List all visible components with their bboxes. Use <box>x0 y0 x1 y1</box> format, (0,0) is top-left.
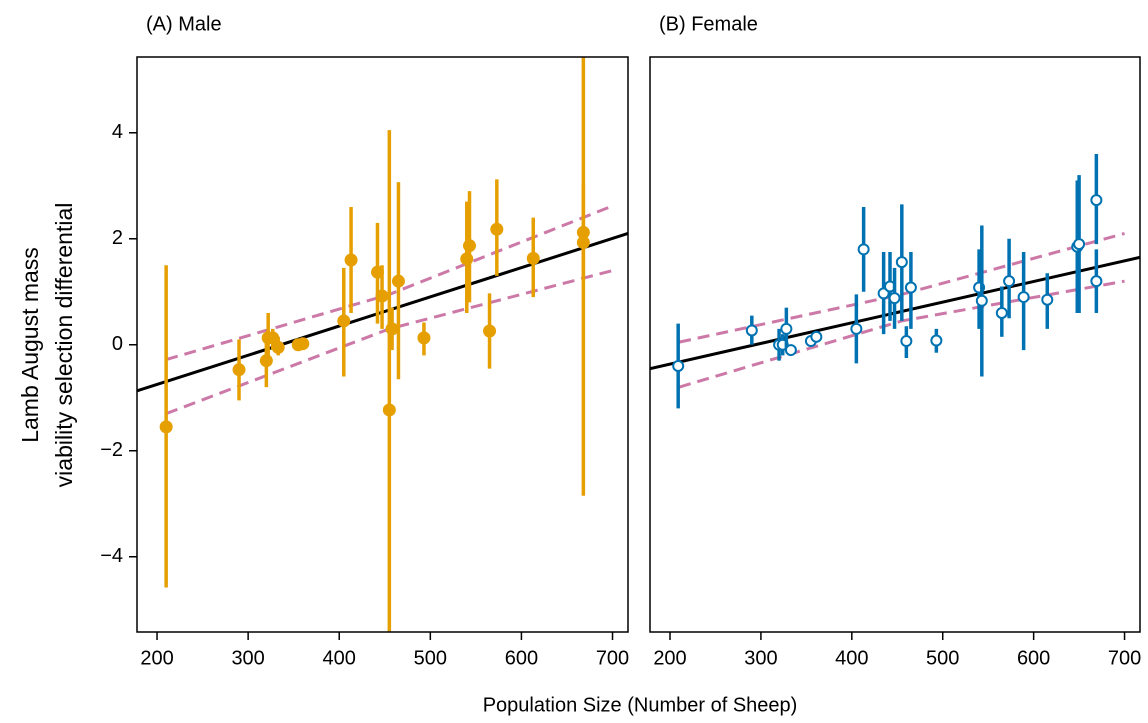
data-point <box>850 322 863 335</box>
x-tick-label: 500 <box>414 647 447 669</box>
y-axis-label: viability selection differential <box>51 203 77 488</box>
data-point <box>900 335 913 348</box>
data-point <box>483 324 497 338</box>
data-point <box>382 403 396 417</box>
data-point <box>375 289 389 303</box>
data-point <box>672 359 685 372</box>
data-point <box>895 256 908 269</box>
data-point <box>780 322 793 335</box>
data-point <box>259 354 273 368</box>
x-tick-label: 600 <box>1017 647 1050 669</box>
data-point <box>1073 238 1086 251</box>
data-point <box>526 251 540 265</box>
data-point <box>232 363 246 377</box>
plot-area <box>137 57 628 632</box>
data-point <box>271 340 285 354</box>
data-point <box>385 322 399 336</box>
data-point <box>296 337 310 351</box>
data-point <box>810 330 823 343</box>
data-point <box>1090 275 1103 288</box>
x-tick-label: 700 <box>1108 647 1141 669</box>
data-point <box>995 306 1008 319</box>
data-point <box>344 253 358 267</box>
y-tick-label: −4 <box>100 545 123 567</box>
plot-frame <box>136 56 629 633</box>
x-tick-label: 300 <box>744 647 777 669</box>
x-tick-label: 200 <box>653 647 686 669</box>
y-tick-label: 2 <box>112 227 123 249</box>
x-tick-label: 400 <box>323 647 356 669</box>
y-tick-label: −2 <box>100 439 123 461</box>
data-point <box>930 334 943 347</box>
data-point <box>784 344 797 357</box>
data-point <box>1090 194 1103 207</box>
plot-area <box>650 153 1140 409</box>
data-point <box>1003 275 1016 288</box>
data-point <box>337 314 351 328</box>
data-point <box>1017 291 1030 304</box>
data-point <box>462 239 476 253</box>
data-point <box>904 281 917 294</box>
data-point <box>417 331 431 345</box>
data-point <box>576 235 590 249</box>
data-point <box>391 274 405 288</box>
x-tick-label: 700 <box>596 647 629 669</box>
data-point <box>159 420 173 434</box>
data-point <box>1041 293 1054 306</box>
x-tick-label: 200 <box>140 647 173 669</box>
panel-title: (A) Male <box>146 13 222 35</box>
y-tick-label: 0 <box>112 333 123 355</box>
data-point <box>888 292 901 305</box>
confidence-band <box>678 232 1125 344</box>
data-point <box>490 222 504 236</box>
y-tick-label: 4 <box>112 121 123 143</box>
plot-frame <box>649 56 1141 633</box>
data-point <box>857 243 870 256</box>
y-axis-label: Lamb August mass <box>17 247 43 443</box>
x-tick-label: 500 <box>926 647 959 669</box>
data-point <box>745 324 758 337</box>
x-tick-label: 300 <box>231 647 264 669</box>
x-tick-label: 400 <box>835 647 868 669</box>
x-axis-label: Population Size (Number of Sheep) <box>483 694 798 716</box>
data-point <box>975 294 988 307</box>
panel-title: (B) Female <box>659 13 758 35</box>
x-tick-label: 600 <box>505 647 538 669</box>
